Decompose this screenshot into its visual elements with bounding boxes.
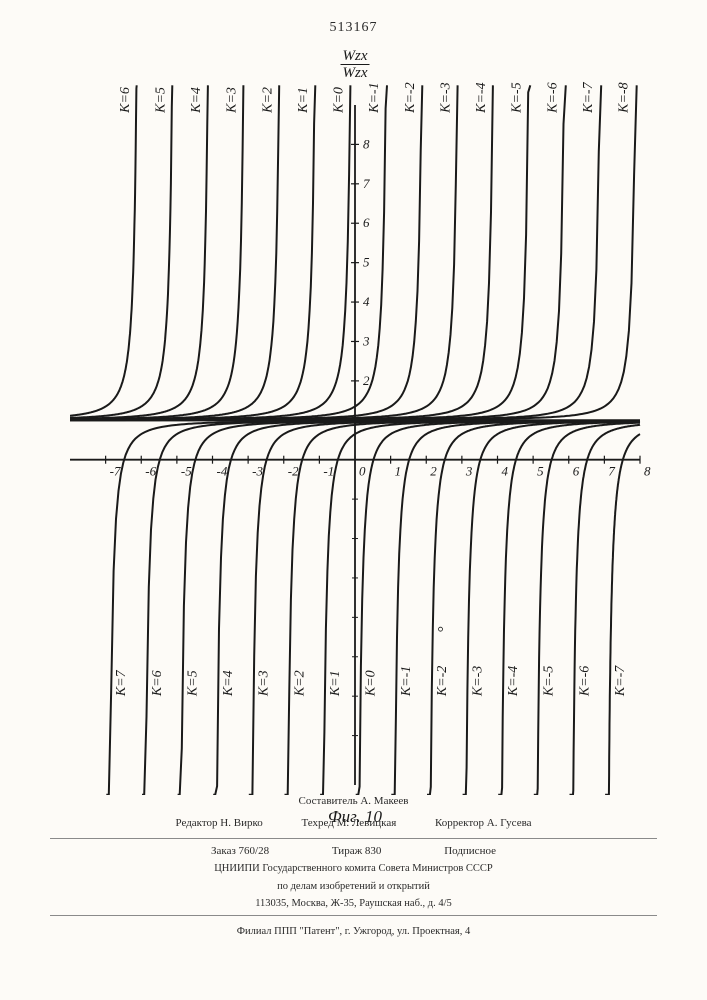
upper-curve: [70, 85, 601, 420]
x-tick-label: 4: [502, 464, 509, 479]
upper-k-label: K=6: [118, 87, 133, 114]
lower-k-label: K=6: [150, 670, 165, 697]
upper-k-label: K=2: [260, 87, 275, 114]
lower-k-label: K=-7: [613, 665, 628, 697]
editor: Редактор Н. Вирко: [175, 815, 262, 832]
upper-k-label: K=-6: [545, 82, 560, 113]
footer: Составитель А. Макеев Редактор Н. Вирко …: [50, 793, 657, 941]
lower-k-label: K=-5: [542, 666, 557, 697]
x-tick-label: 1: [395, 464, 402, 479]
lower-k-label: K=-6: [577, 666, 592, 697]
lower-curve: [285, 421, 641, 795]
circulation: Тираж 830: [332, 843, 382, 860]
y-tick-label: 2: [363, 373, 370, 388]
upper-curve: [70, 85, 243, 419]
upper-k-label: K=-8: [617, 82, 632, 113]
footer-divider: [50, 838, 657, 839]
y-tick-label: 6: [363, 215, 370, 230]
upper-k-label: K=4: [189, 87, 204, 114]
upper-curve: [70, 85, 208, 419]
page: 513167 Wzx Wzx -7 -6 -5 -4 -3 -2 -1 0 1 2 3 4 5 6 7 8 2 3…: [0, 0, 707, 1000]
lower-curve: [391, 421, 640, 795]
footer-org1: ЦНИИПИ Государственного комита Совета Ми…: [50, 861, 657, 877]
footer-credits-row: Составитель А. Макеев: [50, 793, 657, 810]
lower-k-label: K=1: [328, 670, 343, 697]
upper-curve: [70, 85, 530, 420]
y-axis-ratio-label: Wzx Wzx: [341, 49, 370, 81]
footer-org2: по делам изобретений и открытий: [50, 879, 657, 895]
figure: Wzx Wzx -7-6-5-4-3-2-10123456782345678K=…: [50, 55, 660, 825]
x-tick-label: -2: [288, 464, 299, 479]
x-tick-label: -1: [323, 464, 334, 479]
x-tick-label: 0: [359, 464, 366, 479]
lower-k-label: K=4: [221, 670, 236, 697]
lower-curve: [570, 425, 641, 795]
upper-k-label: K=-1: [367, 82, 382, 113]
corrector: Корректор А. Гусева: [435, 815, 532, 832]
lower-k-label: K=0: [364, 670, 379, 697]
document-number: 513167: [330, 20, 378, 36]
y-tick-label: 3: [362, 333, 370, 348]
subscription: Подписное: [444, 843, 496, 860]
upper-k-label: K=-5: [510, 82, 525, 113]
stray-mark: [439, 627, 443, 631]
y-tick-label: 7: [363, 176, 370, 191]
upper-k-label: K=5: [153, 87, 168, 114]
lower-k-label: K=2: [292, 670, 307, 697]
lower-curve: [249, 421, 640, 795]
upper-k-label: K=-2: [403, 82, 418, 113]
x-tick-label: -5: [181, 464, 192, 479]
lower-k-label: K=-1: [399, 666, 414, 697]
order: Заказ 760/28: [211, 843, 269, 860]
x-tick-label: 2: [430, 464, 437, 479]
upper-k-label: K=3: [225, 87, 240, 114]
lower-k-label: K=-3: [470, 666, 485, 697]
lower-k-label: K=7: [114, 669, 129, 697]
footer-divider2: [50, 915, 657, 916]
compiler: Составитель А. Макеев: [299, 793, 409, 810]
upper-curve: [70, 85, 637, 420]
lower-curve: [605, 434, 640, 795]
footer-branch: Филиал ППП "Патент", г. Ужгород, ул. Про…: [50, 924, 657, 940]
lower-k-label: K=3: [257, 670, 272, 697]
upper-curve: [70, 85, 458, 420]
chart-svg: -7 -6 -5 -4 -3 -2 -1 0 1 2 3 4 5 6 7 8 2 3 4 5 6 7 8 K=6 K=5 K=4 K…: [50, 55, 660, 795]
x-tick-label: 8: [644, 464, 651, 479]
x-tick-label: 5: [537, 464, 544, 479]
footer-credits-row2: Редактор Н. Вирко Техред М. Левицкая Кор…: [50, 815, 657, 832]
x-tick-label: 3: [465, 464, 473, 479]
upper-curve: [70, 85, 279, 419]
y-tick-label: 8: [363, 136, 370, 151]
upper-curve: [70, 85, 137, 415]
upper-k-label: K=0: [332, 87, 347, 114]
ratio-numerator: Wzx: [341, 49, 370, 65]
lower-curve: [178, 421, 640, 795]
y-tick-label: 4: [363, 294, 370, 309]
upper-curve: [70, 85, 350, 420]
lower-curve: [320, 421, 640, 795]
ratio-denominator: Wzx: [341, 65, 370, 81]
x-tick-label: -3: [252, 464, 263, 479]
upper-curve: [70, 85, 172, 418]
techred: Техред М. Левицкая: [302, 815, 397, 832]
lower-curve: [534, 423, 640, 795]
x-tick-label: 6: [573, 464, 580, 479]
lower-k-label: K=5: [185, 670, 200, 697]
x-tick-label: -4: [217, 464, 228, 479]
upper-k-label: K=-7: [581, 81, 596, 113]
x-tick-label: -6: [145, 464, 156, 479]
lower-k-label: K=-4: [506, 666, 521, 697]
y-tick-label: 5: [363, 255, 370, 270]
upper-k-label: K=1: [296, 87, 311, 114]
lower-k-label: K=-2: [435, 666, 450, 697]
x-tick-label: -7: [110, 464, 121, 479]
x-tick-label: 7: [608, 464, 615, 479]
upper-k-label: K=-3: [438, 82, 453, 113]
upper-k-label: K=-4: [474, 82, 489, 113]
footer-print-row: Заказ 760/28 Тираж 830 Подписное: [50, 843, 657, 860]
footer-address: 113035, Москва, Ж-35, Раушская наб., д. …: [50, 896, 657, 912]
